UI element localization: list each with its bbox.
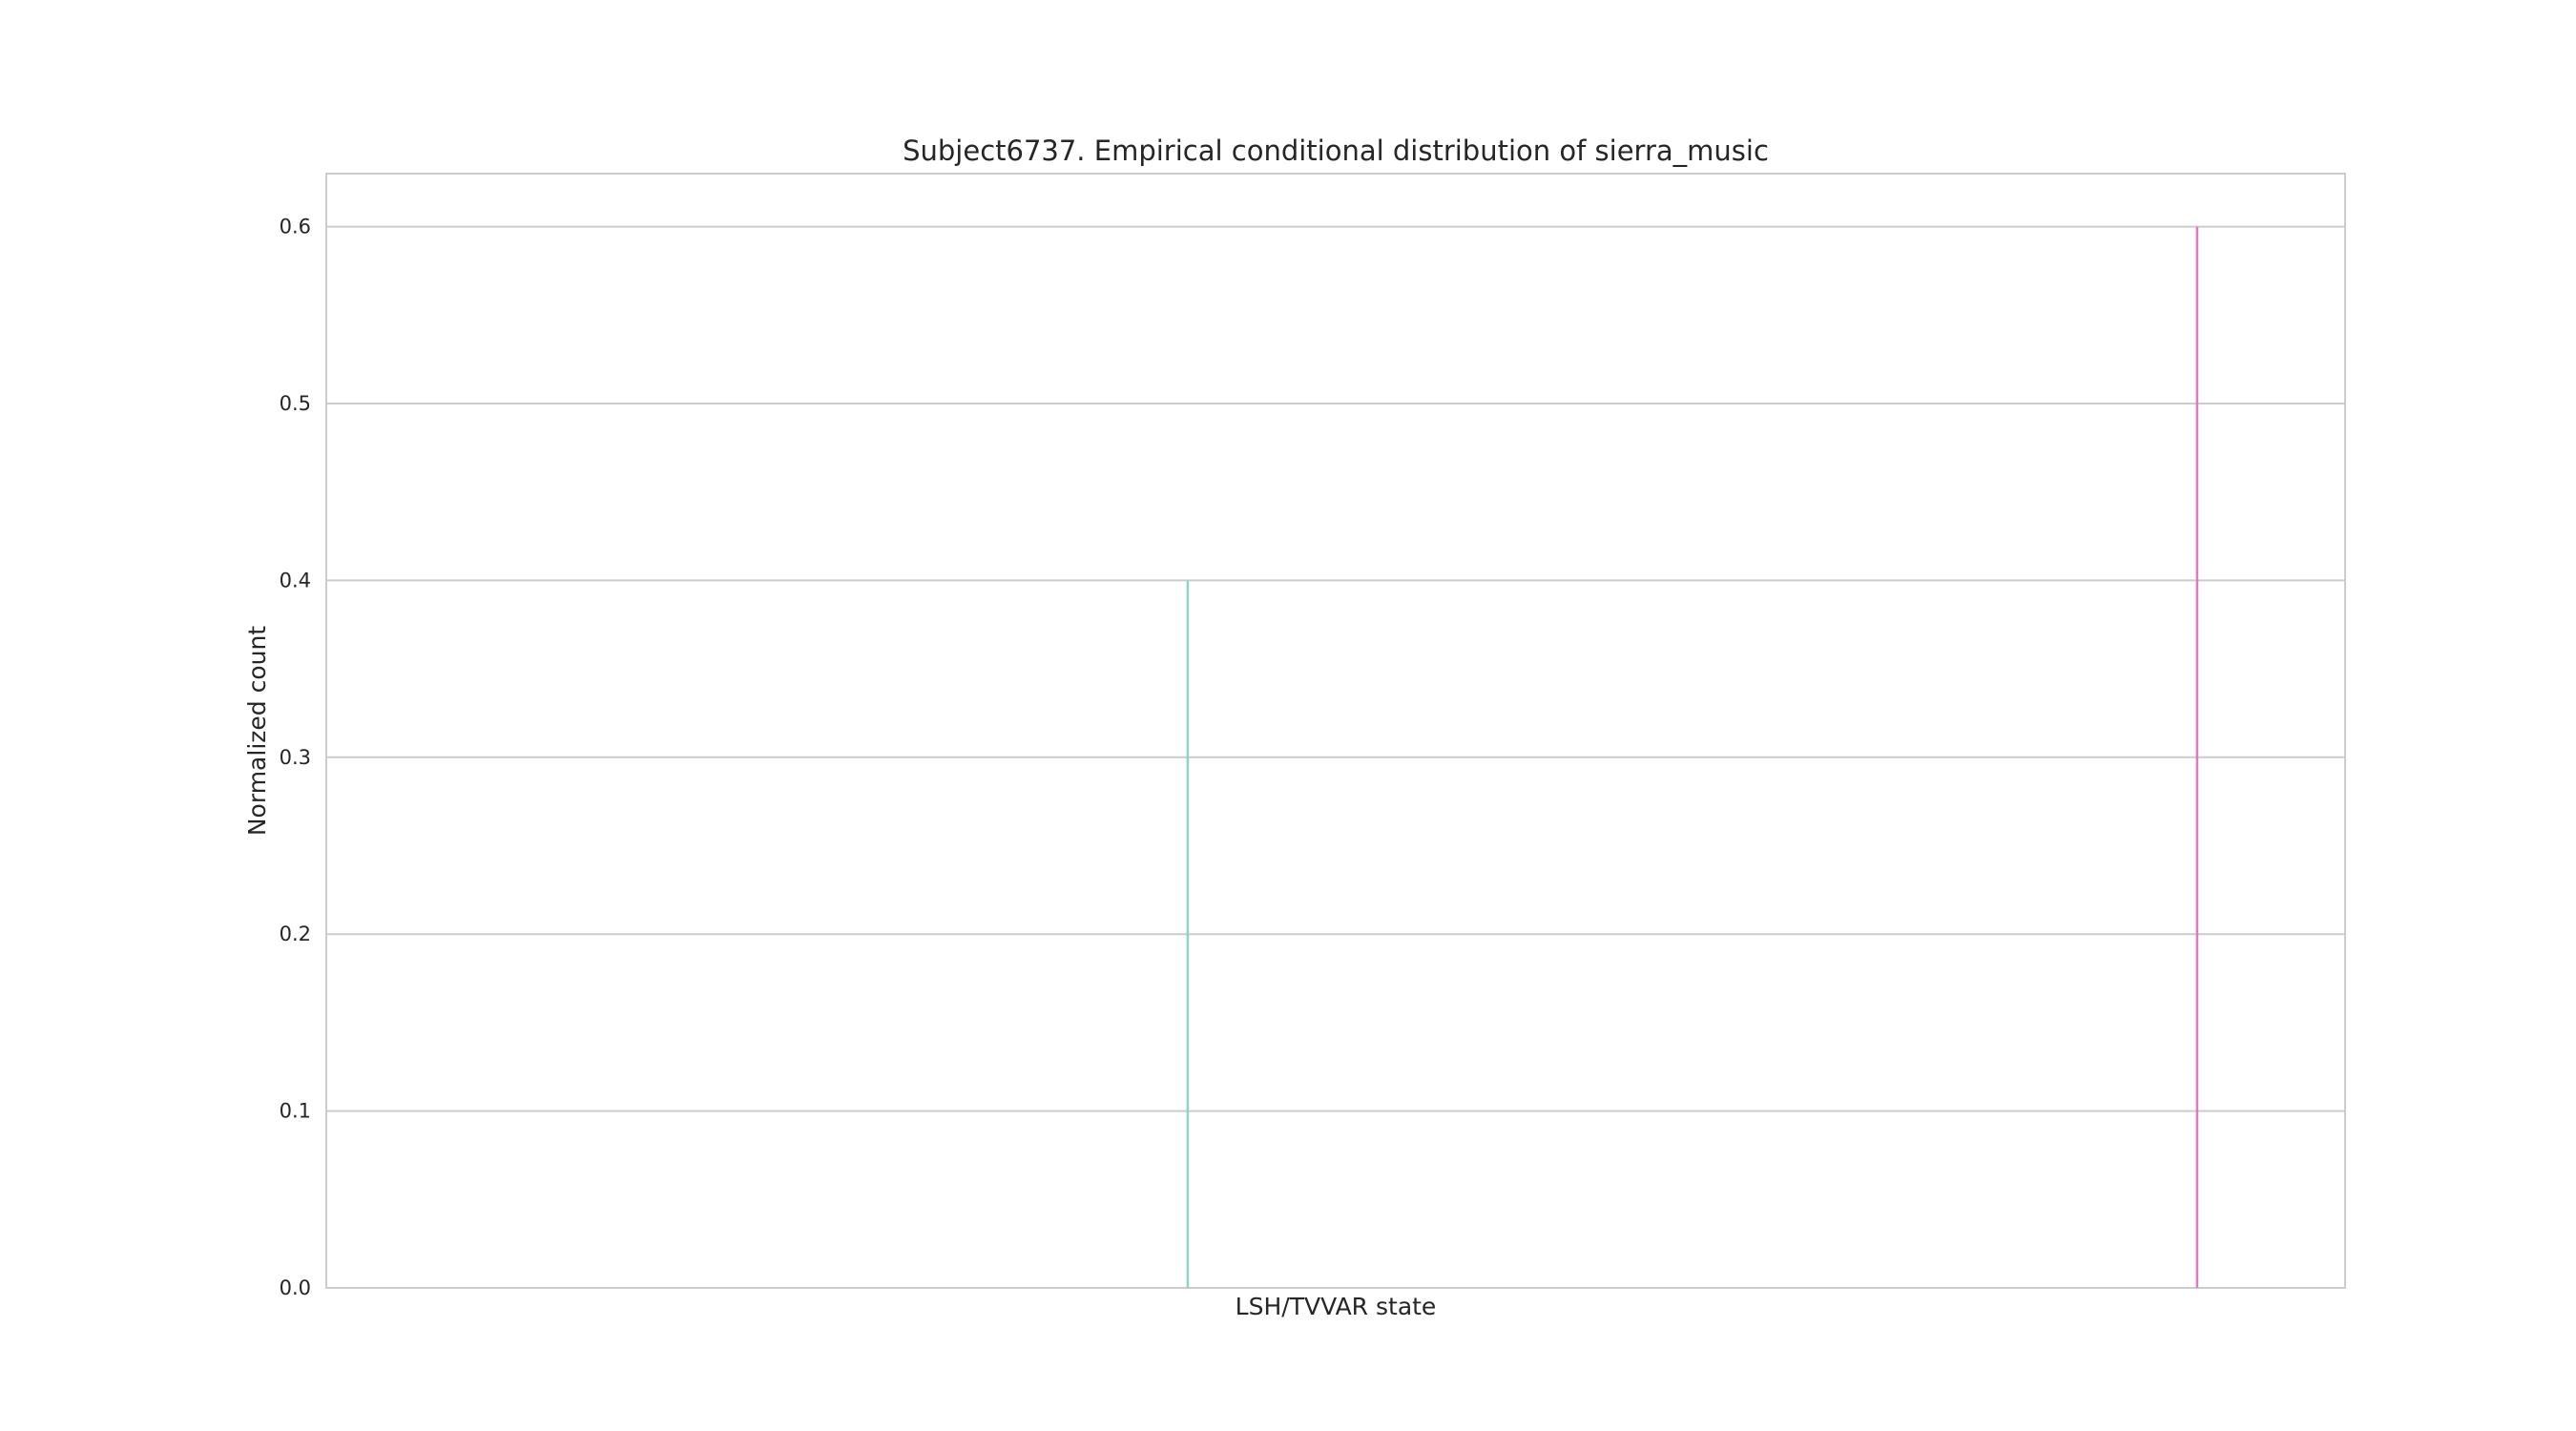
y-tick-label-1: 0.1 [280, 1100, 311, 1123]
y-tick-labels: 0.0 0.1 0.2 0.3 0.4 0.5 0.6 [280, 216, 311, 1299]
y-tick-label-3: 0.3 [280, 746, 311, 769]
bars [1186, 226, 2199, 1289]
chart-title: Subject6737. Empirical conditional distr… [903, 135, 1769, 167]
x-axis-label: LSH/TVVAR state [1236, 1293, 1437, 1320]
y-tick-label-6: 0.6 [280, 216, 311, 238]
plot-area [325, 173, 2346, 1289]
bar-0 [1186, 580, 1190, 1288]
y-tick-label-2: 0.2 [280, 923, 311, 945]
y-tick-label-5: 0.5 [280, 392, 311, 415]
y-tick-label-4: 0.4 [280, 569, 311, 591]
y-axis-label: Normalized count [243, 626, 271, 836]
bar-1 [2195, 226, 2199, 1289]
grid-lines [326, 225, 2345, 1289]
y-tick-label-0: 0.0 [280, 1276, 311, 1299]
